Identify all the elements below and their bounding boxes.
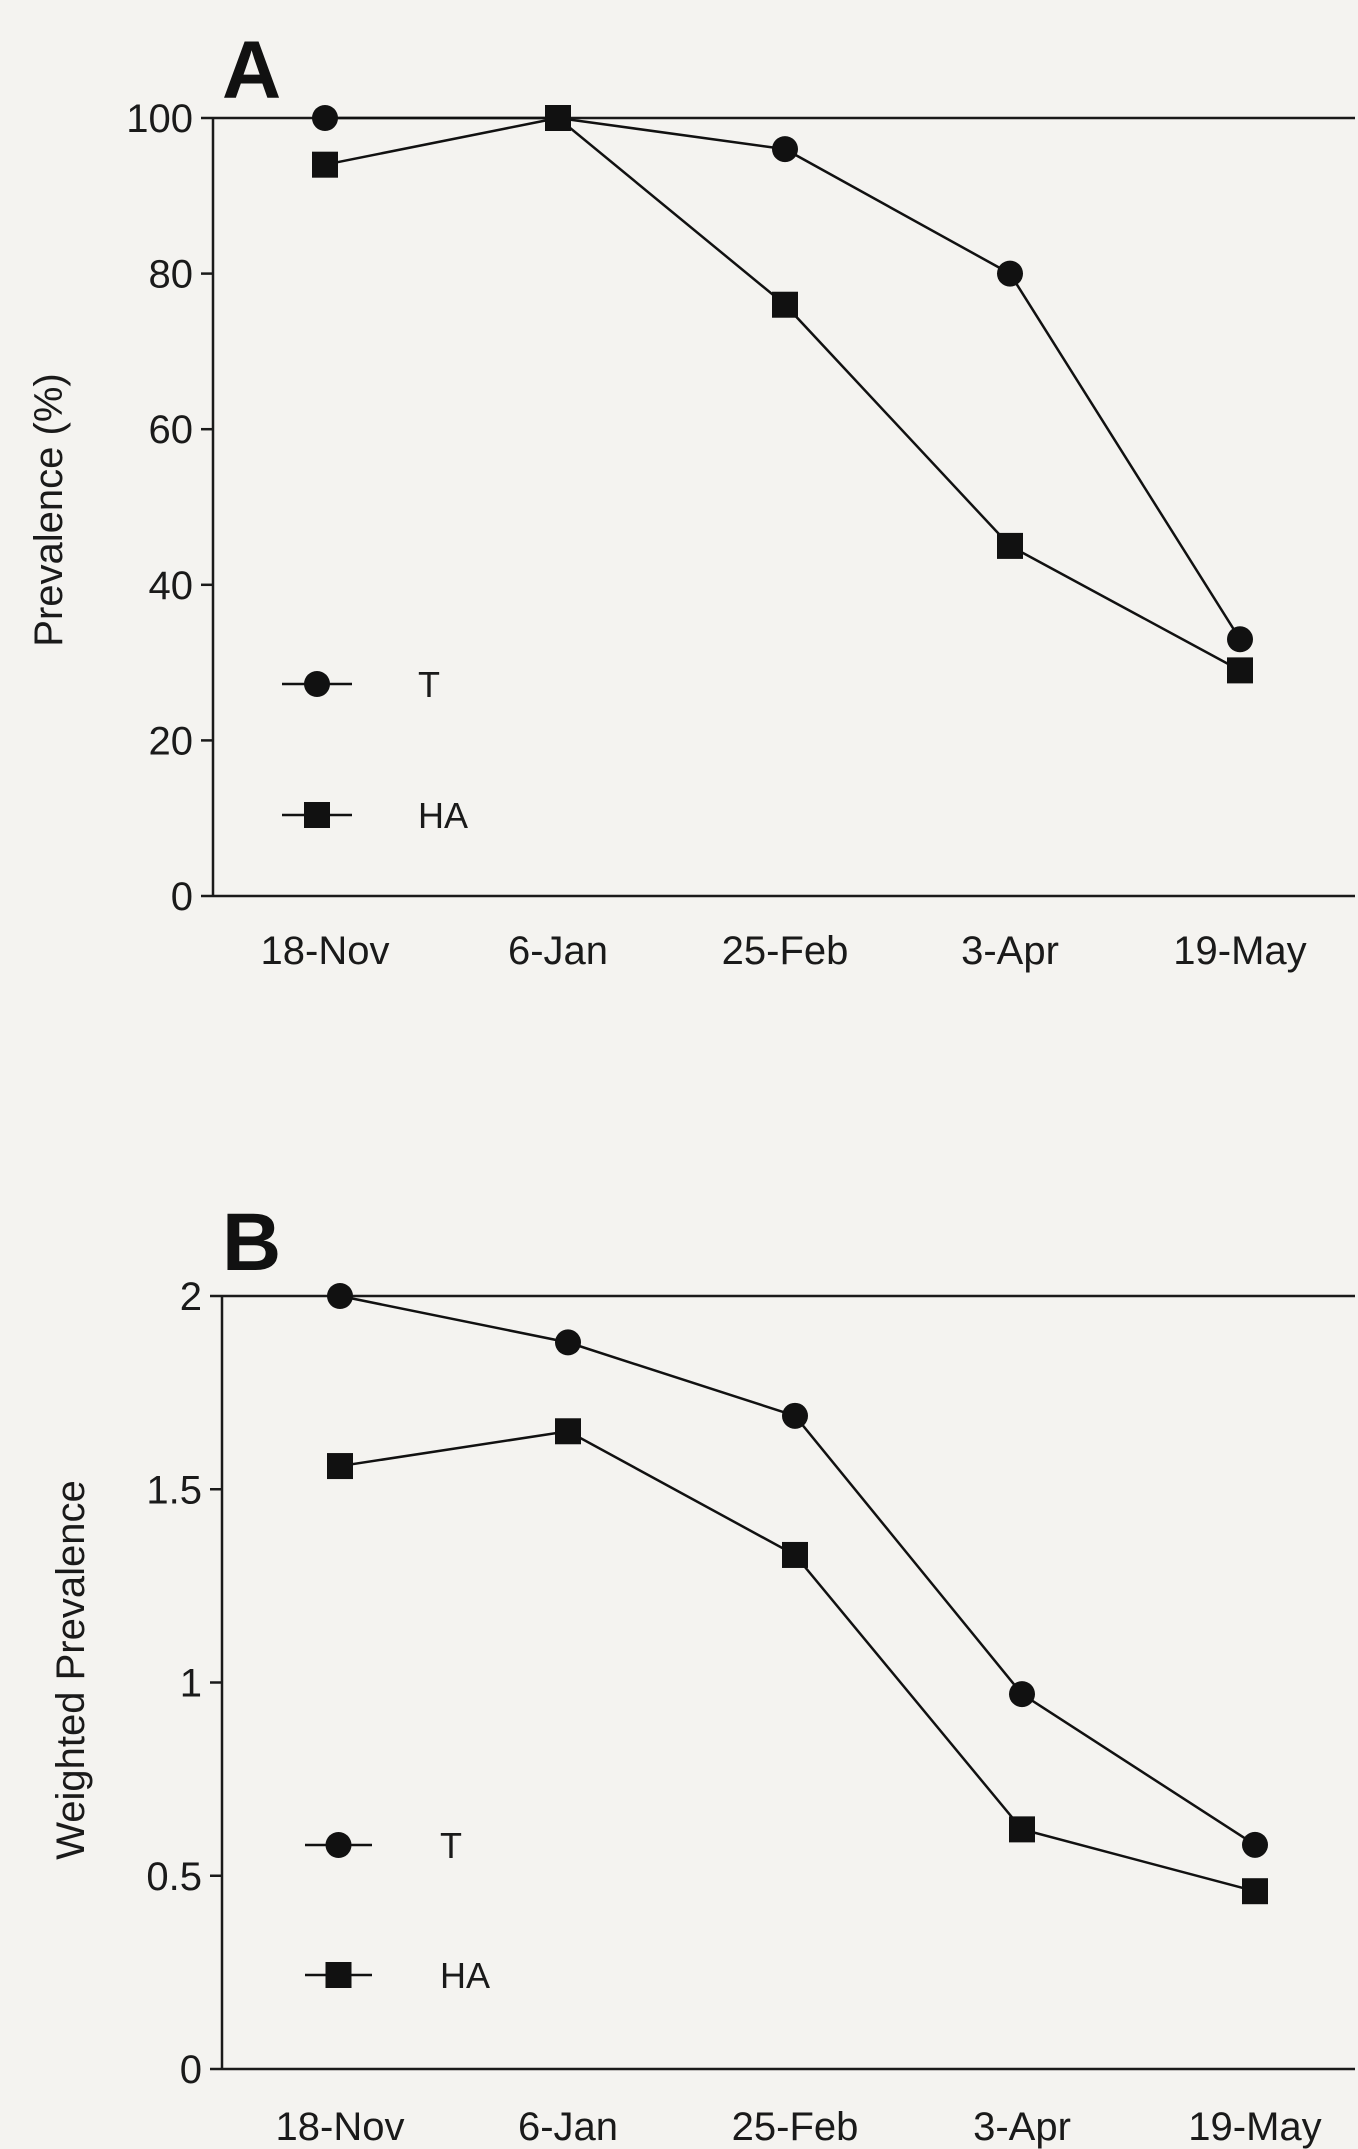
- panel-a-y-tick-label: 20: [149, 719, 194, 763]
- panel-b-legend-marker-ha: [325, 1962, 352, 1988]
- panel-b-y-tick-label: 2: [180, 1275, 202, 1319]
- panel-b-point-ha: [1009, 1816, 1035, 1843]
- panel-b-y-ticks: 0 0.5 1 1.5 2: [146, 1275, 222, 2092]
- panel-a-y-tick-label: 60: [149, 408, 194, 452]
- panel-a-point-t: [772, 136, 798, 163]
- panel-b-point-ha: [555, 1418, 581, 1445]
- panel-a-point-ha: [312, 151, 338, 178]
- panel-a-x-tick-label: 18-Nov: [261, 929, 390, 973]
- panel-b-x-tick-label: 25-Feb: [732, 2105, 859, 2149]
- panel-a-point-ha: [997, 532, 1023, 559]
- panel-b-y-tick-label: 0: [180, 2048, 202, 2092]
- panel-b-legend-label-ha: HA: [440, 1955, 490, 1996]
- panel-a-y-tick-label: 0: [171, 875, 193, 919]
- panel-a-series-line-ha: [324, 116, 1241, 672]
- panel-a-y-tick-label: 80: [149, 253, 194, 297]
- panel-a-legend-label-t: T: [418, 664, 440, 705]
- panel-b-series: [327, 1283, 1268, 1905]
- panel-a-letter: A: [222, 25, 281, 116]
- panel-b-x-tick-label: 6-Jan: [518, 2105, 618, 2149]
- panel-a-x-tick-label: 6-Jan: [508, 929, 608, 973]
- panel-a-legend: T HA: [282, 664, 468, 836]
- panel-b-series-line-t: [339, 1294, 1256, 1846]
- panel-b-point-t: [327, 1283, 353, 1309]
- panel-b-point-ha: [1242, 1878, 1268, 1905]
- panel-b-x-tick-label: 3-Apr: [973, 2105, 1071, 2149]
- panel-b-point-t: [555, 1329, 581, 1356]
- panel-a-y-tick-label: 100: [126, 97, 193, 141]
- panel-a-point-ha: [1227, 657, 1253, 684]
- panel-a-frame: [211, 116, 1355, 898]
- panel-a-y-tick-label: 40: [149, 564, 194, 608]
- panel-b-point-ha: [782, 1541, 808, 1568]
- panel-b-legend: T HA: [305, 1825, 490, 1996]
- panel-b-y-tick-label: 0.5: [146, 1855, 202, 1899]
- panel-b-letter: B: [222, 1197, 281, 1288]
- panel-a-x-tick-label: 3-Apr: [961, 929, 1059, 973]
- panel-b-series-line-ha: [339, 1429, 1256, 1893]
- panel-b-y-tick-label: 1.5: [146, 1468, 202, 1512]
- panel-a-x-tick-label: 19-May: [1173, 929, 1306, 973]
- panel-a-point-t: [997, 260, 1023, 287]
- panel-b-legend-marker-t: [325, 1832, 352, 1858]
- panel-b-point-t: [1242, 1831, 1268, 1858]
- panel-a-x-tick-label: 25-Feb: [722, 929, 849, 973]
- panel-a-point-ha: [772, 291, 798, 318]
- panel-b-point-t: [1009, 1681, 1035, 1708]
- panel-a-legend-label-ha: HA: [418, 795, 468, 836]
- panel-a-x-ticks: 18-Nov 6-Jan 25-Feb 3-Apr 19-May: [261, 929, 1307, 973]
- panel-b-y-axis-title: Weighted Prevalence: [49, 1480, 93, 1860]
- panel-a-point-ha: [545, 105, 571, 131]
- panel-b-x-ticks: 18-Nov 6-Jan 25-Feb 3-Apr 19-May: [276, 2105, 1322, 2149]
- panel-a-legend-marker-t: [304, 671, 330, 697]
- panel-b-y-tick-label: 1: [180, 1662, 202, 1706]
- panel-a-series-line-t: [325, 116, 1242, 640]
- panel-b-legend-label-t: T: [440, 1825, 462, 1866]
- panel-b-x-tick-label: 19-May: [1188, 2105, 1321, 2149]
- panel-b-chart: B Weighted Prevalence 0 0.5 1 1.5 2 18-Nov 6-…: [49, 1197, 1355, 2149]
- panel-b-point-t: [782, 1402, 808, 1429]
- panel-a-y-axis-title: Prevalence (%): [27, 373, 71, 646]
- panel-b-x-tick-label: 18-Nov: [276, 2105, 405, 2149]
- panel-a-series: [312, 105, 1253, 684]
- panel-a-chart: A Prevalence (%) 0 20 40 60 80 100 18-Nov 6-Ja…: [27, 25, 1355, 973]
- panel-a-y-ticks: 0 20 40 60 80 100: [126, 97, 213, 919]
- panel-a-point-t: [1227, 626, 1253, 653]
- panel-b-point-ha: [327, 1453, 353, 1480]
- panel-a-legend-marker-ha: [304, 802, 330, 828]
- panel-a-point-t: [312, 105, 338, 131]
